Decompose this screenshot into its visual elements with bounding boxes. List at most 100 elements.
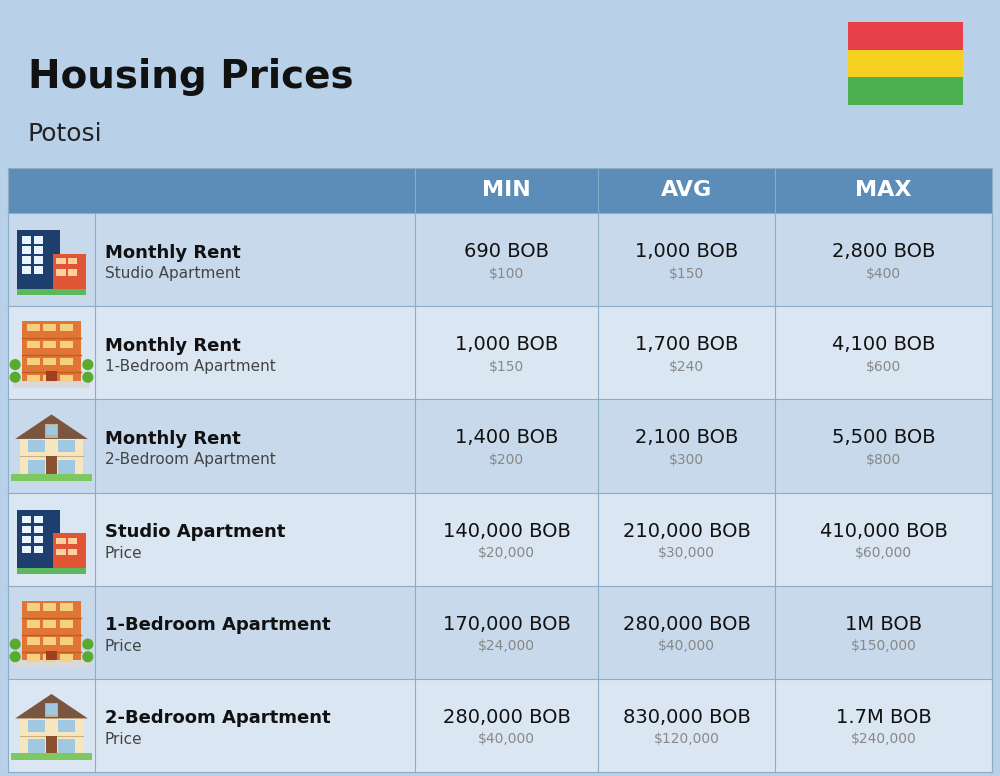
Text: $300: $300 — [669, 453, 704, 467]
Text: 2-Bedroom Apartment: 2-Bedroom Apartment — [105, 452, 276, 467]
Bar — [68, 269, 77, 275]
Bar — [8, 307, 992, 400]
Text: Potosi: Potosi — [28, 122, 103, 146]
Bar — [68, 258, 77, 265]
Text: 2-Bedroom Apartment: 2-Bedroom Apartment — [105, 709, 331, 727]
Bar — [43, 375, 56, 383]
Text: 280,000 BOB: 280,000 BOB — [443, 708, 570, 727]
Bar — [46, 456, 57, 474]
Text: Price: Price — [105, 546, 143, 560]
Text: 2,800 BOB: 2,800 BOB — [832, 242, 935, 261]
Text: $150: $150 — [669, 267, 704, 281]
Bar — [46, 736, 57, 753]
Bar — [17, 230, 60, 289]
Bar — [46, 651, 57, 660]
Bar — [60, 620, 73, 628]
Text: $400: $400 — [866, 267, 901, 281]
Polygon shape — [15, 694, 88, 719]
Text: 830,000 BOB: 830,000 BOB — [623, 708, 750, 727]
Text: Price: Price — [105, 732, 143, 747]
Bar — [58, 460, 75, 474]
Bar — [17, 510, 60, 569]
Text: 5,500 BOB: 5,500 BOB — [832, 428, 935, 448]
Text: $240,000: $240,000 — [851, 733, 916, 747]
Text: Housing Prices: Housing Prices — [28, 58, 354, 96]
Text: $100: $100 — [489, 267, 524, 281]
Text: $240: $240 — [669, 360, 704, 374]
Bar — [60, 654, 73, 662]
Bar — [13, 381, 90, 388]
Bar — [22, 535, 31, 543]
Bar — [28, 720, 45, 732]
Text: $60,000: $60,000 — [855, 546, 912, 560]
Text: 170,000 BOB: 170,000 BOB — [443, 615, 570, 634]
Bar — [60, 341, 73, 348]
Bar — [28, 440, 45, 452]
Bar — [27, 324, 40, 331]
Bar — [27, 375, 40, 383]
Text: $20,000: $20,000 — [478, 546, 535, 560]
Bar — [27, 341, 40, 348]
Bar — [848, 78, 963, 105]
Text: 280,000 BOB: 280,000 BOB — [623, 615, 750, 634]
Bar — [46, 425, 57, 435]
Bar — [60, 324, 73, 331]
Bar — [8, 679, 992, 772]
Text: 1,000 BOB: 1,000 BOB — [635, 242, 738, 261]
Text: $24,000: $24,000 — [478, 639, 535, 653]
Bar — [27, 620, 40, 628]
Bar — [27, 358, 40, 365]
Bar — [28, 740, 45, 753]
Bar — [27, 637, 40, 645]
Polygon shape — [15, 414, 88, 439]
Text: $800: $800 — [866, 453, 901, 467]
Bar — [8, 400, 992, 493]
Text: 140,000 BOB: 140,000 BOB — [443, 521, 570, 541]
Text: 1M BOB: 1M BOB — [845, 615, 922, 634]
Bar — [22, 246, 31, 254]
Bar — [53, 254, 86, 289]
Bar — [848, 50, 963, 78]
Ellipse shape — [10, 639, 21, 650]
Bar — [43, 637, 56, 645]
Bar — [43, 620, 56, 628]
Bar — [27, 654, 40, 662]
Bar — [22, 601, 81, 660]
Text: 1,400 BOB: 1,400 BOB — [455, 428, 558, 448]
Text: MAX: MAX — [855, 181, 912, 200]
Text: 1.7M BOB: 1.7M BOB — [836, 708, 931, 727]
Ellipse shape — [82, 359, 93, 370]
Text: $150,000: $150,000 — [851, 639, 916, 653]
Bar — [43, 324, 56, 331]
Ellipse shape — [82, 372, 93, 383]
Text: $40,000: $40,000 — [658, 639, 715, 653]
Text: Monthly Rent: Monthly Rent — [105, 244, 241, 262]
Text: $200: $200 — [489, 453, 524, 467]
Text: 1,700 BOB: 1,700 BOB — [635, 335, 738, 355]
Bar — [46, 372, 57, 381]
Text: 410,000 BOB: 410,000 BOB — [820, 521, 947, 541]
Bar — [58, 720, 75, 732]
Bar — [34, 246, 43, 254]
Text: $600: $600 — [866, 360, 901, 374]
Bar — [8, 586, 992, 679]
Bar — [60, 358, 73, 365]
Bar — [8, 168, 992, 213]
Bar — [20, 439, 83, 474]
Text: MIN: MIN — [482, 181, 531, 200]
Bar — [56, 269, 66, 275]
Text: 4,100 BOB: 4,100 BOB — [832, 335, 935, 355]
Bar — [45, 424, 58, 438]
Polygon shape — [43, 696, 60, 703]
Text: AVG: AVG — [661, 181, 712, 200]
Bar — [43, 358, 56, 365]
Ellipse shape — [10, 651, 21, 662]
Bar — [43, 604, 56, 611]
Bar — [68, 538, 77, 544]
Bar — [43, 654, 56, 662]
Text: 210,000 BOB: 210,000 BOB — [623, 521, 750, 541]
Bar — [13, 660, 90, 667]
Bar — [34, 236, 43, 244]
Bar — [34, 266, 43, 274]
Bar — [8, 493, 992, 586]
